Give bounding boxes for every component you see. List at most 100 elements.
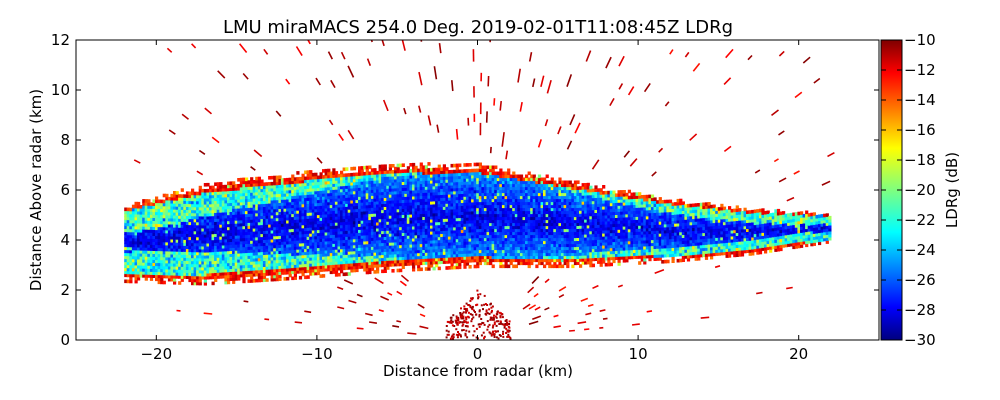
- clutter-gate: [495, 320, 498, 323]
- ldr-cell: [203, 261, 207, 265]
- ldr-cell: [170, 211, 174, 216]
- ldr-cell: [252, 264, 256, 268]
- ldr-cell: [252, 213, 256, 217]
- ldr-cell: [278, 259, 282, 263]
- ldr-cell: [483, 219, 488, 224]
- ldr-cell: [327, 204, 331, 209]
- ldr-cell: [365, 180, 369, 185]
- ldr-cell: [432, 248, 436, 253]
- ldr-cell: [347, 227, 351, 231]
- ldr-cell: [229, 211, 233, 215]
- ldr-cell: [216, 233, 220, 237]
- ldr-cell: [350, 193, 354, 198]
- ldr-cell: [401, 259, 405, 263]
- ldr-cell: [430, 261, 434, 265]
- ldr-cell: [206, 272, 210, 277]
- ldr-cell: [430, 186, 434, 190]
- ldr-cell: [137, 219, 141, 224]
- ldr-cell: [388, 227, 392, 231]
- ldr-cell: [355, 253, 359, 258]
- ldr-cell: [237, 229, 241, 233]
- ldr-cell: [445, 191, 449, 195]
- ldr-cell: [219, 245, 223, 249]
- ldr-cell: [337, 242, 341, 247]
- ldr-cell: [453, 265, 457, 270]
- ldr-cell: [471, 249, 475, 254]
- ldr-cell: [471, 219, 475, 224]
- ldr-cell: [137, 267, 141, 272]
- ldr-cell: [129, 261, 133, 266]
- ldr-cell: [293, 216, 297, 220]
- ldr-cell: [262, 278, 267, 282]
- ldr-cell: [386, 182, 390, 186]
- ldr-cell: [347, 233, 351, 237]
- ldr-cell: [219, 194, 223, 198]
- ldr-cell: [363, 165, 367, 170]
- ldr-cell: [463, 190, 467, 194]
- ldr-cell: [430, 210, 434, 214]
- ldr-cell: [304, 191, 308, 196]
- ldr-cell: [196, 257, 200, 262]
- ldr-cell: [399, 259, 403, 264]
- ldr-cell: [324, 237, 328, 242]
- ldr-cell: [334, 273, 339, 277]
- ldr-cell: [401, 220, 405, 224]
- ldr-cell: [473, 204, 477, 209]
- ldr-cell: [350, 247, 354, 252]
- clutter-gate: [508, 329, 511, 332]
- ldr-cell: [381, 185, 385, 190]
- ldr-cell: [458, 238, 462, 243]
- ldr-cell: [311, 235, 315, 240]
- ldr-cell: [437, 200, 441, 205]
- ldr-cell: [401, 202, 405, 206]
- ldr-cell: [391, 239, 395, 243]
- ldr-cell: [347, 251, 351, 255]
- ldr-cell: [191, 269, 195, 274]
- ldr-cell: [160, 220, 164, 225]
- ldr-cell: [476, 213, 480, 218]
- ldr-cell: [386, 203, 390, 207]
- ldr-cell: [232, 223, 236, 227]
- ldr-cell: [201, 230, 205, 235]
- ldr-cell: [376, 266, 380, 271]
- ldr-cell: [144, 229, 148, 233]
- ldr-cell: [275, 193, 279, 198]
- ldr-cell: [316, 244, 321, 249]
- ldr-cell: [229, 256, 233, 260]
- ldr-cell: [347, 185, 351, 189]
- ldr-cell: [268, 263, 272, 267]
- ldr-cell: [162, 253, 166, 258]
- ldr-cell: [465, 262, 470, 266]
- ldr-cell: [381, 245, 385, 250]
- ldr-cell: [229, 253, 233, 257]
- ldr-cell: [412, 240, 416, 245]
- ldr-cell: [280, 262, 285, 266]
- clutter-gate: [472, 334, 475, 337]
- ldr-cell: [280, 208, 285, 212]
- ldr-cell: [373, 219, 377, 223]
- ldr-cell: [260, 257, 264, 262]
- ldr-cell: [257, 224, 261, 229]
- ldr-cell: [383, 203, 387, 207]
- ldr-cell: [358, 214, 362, 218]
- ldr-cell: [250, 213, 254, 217]
- ldr-cell: [381, 224, 385, 229]
- ldr-cell: [137, 255, 141, 260]
- ldr-cell: [175, 224, 179, 228]
- ldr-cell: [440, 254, 444, 258]
- clutter-gate: [507, 333, 510, 336]
- ldr-cell: [286, 255, 290, 260]
- ldr-cell: [381, 200, 385, 205]
- ldr-cell: [157, 271, 161, 276]
- ldr-cell: [355, 259, 359, 264]
- ldr-cell: [268, 218, 272, 222]
- ldr-cell: [252, 192, 256, 196]
- ldr-cell: [227, 226, 231, 231]
- ldr-cell: [352, 178, 357, 183]
- ldr-cell: [324, 168, 328, 173]
- ldr-cell: [342, 173, 346, 178]
- ldr-cell: [414, 261, 418, 266]
- ldr-cell: [430, 264, 434, 268]
- ldr-cell: [250, 201, 254, 205]
- ldr-cell: [142, 199, 146, 203]
